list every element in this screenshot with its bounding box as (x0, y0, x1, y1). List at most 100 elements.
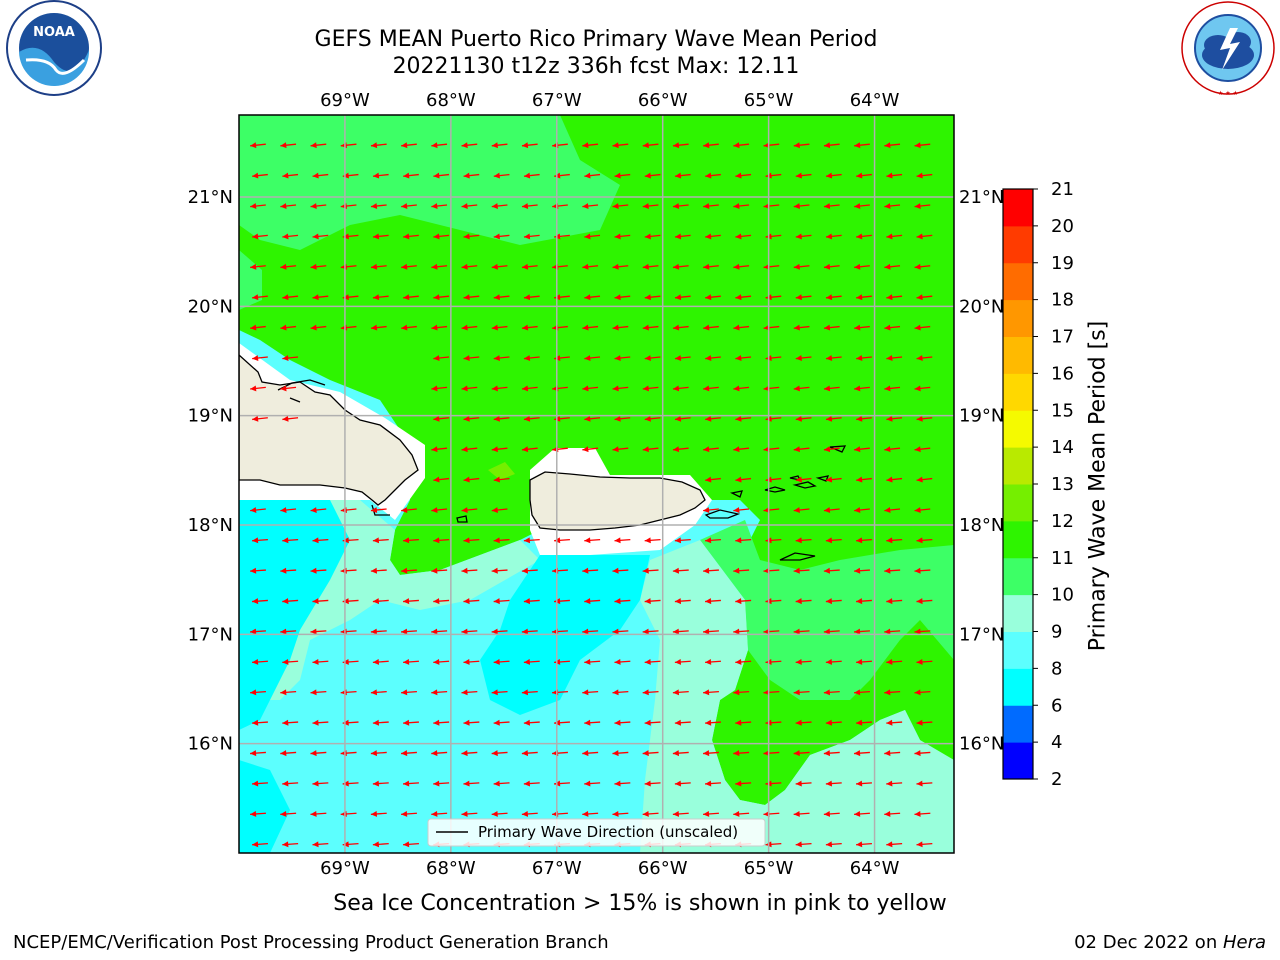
run-date: 02 Dec 2022 on Hera (1074, 932, 1266, 953)
colorbar-swatch (1003, 484, 1033, 522)
wave-arrow (582, 324, 599, 331)
wave-arrow (674, 537, 691, 544)
wave-arrow (914, 750, 931, 757)
wave-arrow (823, 810, 840, 817)
wave-arrow (523, 172, 540, 179)
wave-arrow (584, 233, 601, 240)
noaa-logo-text: NOAA (33, 25, 75, 40)
wave-arrow (733, 385, 750, 392)
wave-arrow (825, 172, 842, 179)
wave-arrow (854, 507, 870, 513)
wave-arrow (884, 263, 901, 270)
wave-arrow (735, 476, 752, 483)
wave-arrow (372, 598, 389, 605)
wave-arrow (825, 780, 842, 787)
wave-arrow (521, 263, 538, 270)
wave-arrow (282, 719, 299, 726)
wave-arrow (310, 628, 327, 635)
wave-arrow (825, 476, 842, 483)
wave-arrow (795, 415, 812, 422)
wave-arrow (614, 233, 631, 240)
wave-arrow (614, 598, 631, 605)
wave-arrow (916, 476, 933, 483)
wave-arrow (825, 598, 842, 605)
wave-arrow (491, 628, 508, 635)
colorbar-swatch (1003, 594, 1033, 632)
wave-arrow (280, 263, 297, 270)
wave-arrow (642, 203, 659, 209)
wave-arrow (372, 537, 389, 544)
wave-arrow (433, 537, 450, 544)
wave-arrow (825, 658, 842, 665)
wave-arrow (823, 324, 840, 331)
colorbar-tick-label: 10 (1051, 585, 1074, 606)
wave-arrow (463, 598, 480, 605)
wave-arrow (795, 841, 812, 848)
wave-arrow (672, 628, 689, 635)
wave-arrow (672, 263, 689, 270)
wave-arrow (793, 810, 810, 817)
lat-label-left: 19°N (188, 406, 233, 427)
wave-arrow (672, 142, 689, 149)
wave-arrow (250, 263, 266, 270)
wave-arrow (642, 628, 659, 635)
wave-arrow (795, 780, 812, 787)
wave-arrow (372, 780, 389, 787)
wave-arrow (856, 233, 872, 240)
wave-arrow (795, 537, 812, 544)
wave-arrow (252, 172, 268, 179)
wave-arrow (795, 598, 812, 605)
wave-arrow (916, 415, 933, 422)
wave-arrow (250, 567, 266, 574)
wave-arrow (612, 263, 629, 270)
wave-arrow (370, 628, 387, 635)
wave-arrow (795, 476, 812, 483)
wave-arrow (733, 628, 750, 635)
wave-arrow (584, 537, 601, 544)
wave-arrow (674, 598, 691, 605)
lon-label-bottom: 65°W (744, 858, 794, 879)
wave-arrow (916, 780, 933, 787)
wave-arrow (401, 263, 417, 270)
wave-arrow (884, 507, 901, 513)
wave-arrow (825, 719, 842, 726)
wave-arrow (612, 446, 629, 453)
lon-label-bottom: 68°W (426, 858, 476, 879)
wave-arrow (521, 750, 538, 757)
period-10-patch (239, 115, 620, 250)
wave-arrow (793, 263, 810, 270)
colorbar-tick-label: 15 (1051, 400, 1074, 421)
wave-arrow (252, 658, 268, 665)
wave-arrow (733, 203, 750, 209)
wave-arrow (854, 263, 870, 270)
wave-arrow (282, 172, 299, 179)
wave-arrow (916, 294, 933, 301)
wave-arrow (642, 263, 659, 270)
wave-arrow (461, 142, 478, 149)
wave-arrow (614, 780, 631, 787)
wave-arrow (733, 263, 750, 270)
wave-arrow (703, 263, 719, 270)
graticule (239, 115, 954, 853)
wave-arrow (252, 537, 268, 544)
wave-arrow (493, 355, 510, 361)
wave-arrow (703, 385, 719, 392)
wave-arrow (584, 719, 601, 726)
wave-arrow (672, 689, 689, 696)
mona-island (456, 515, 468, 523)
colorbar-swatch (1003, 225, 1033, 264)
wave-arrow (521, 385, 538, 392)
period-10-patch (700, 520, 954, 700)
wave-arrow (886, 598, 903, 605)
wave-arrow (793, 689, 810, 696)
wave-arrow (252, 598, 268, 605)
wave-arrow (521, 142, 538, 149)
lat-label-right: 16°N (959, 734, 1004, 755)
wave-arrow (584, 172, 601, 179)
wave-arrow (493, 537, 510, 544)
wave-arrow (523, 415, 540, 422)
wave-arrow (523, 294, 540, 301)
wave-arrow (884, 203, 901, 209)
lat-label-left: 20°N (188, 296, 233, 317)
legend: Primary Wave Direction (unscaled) (427, 818, 766, 847)
